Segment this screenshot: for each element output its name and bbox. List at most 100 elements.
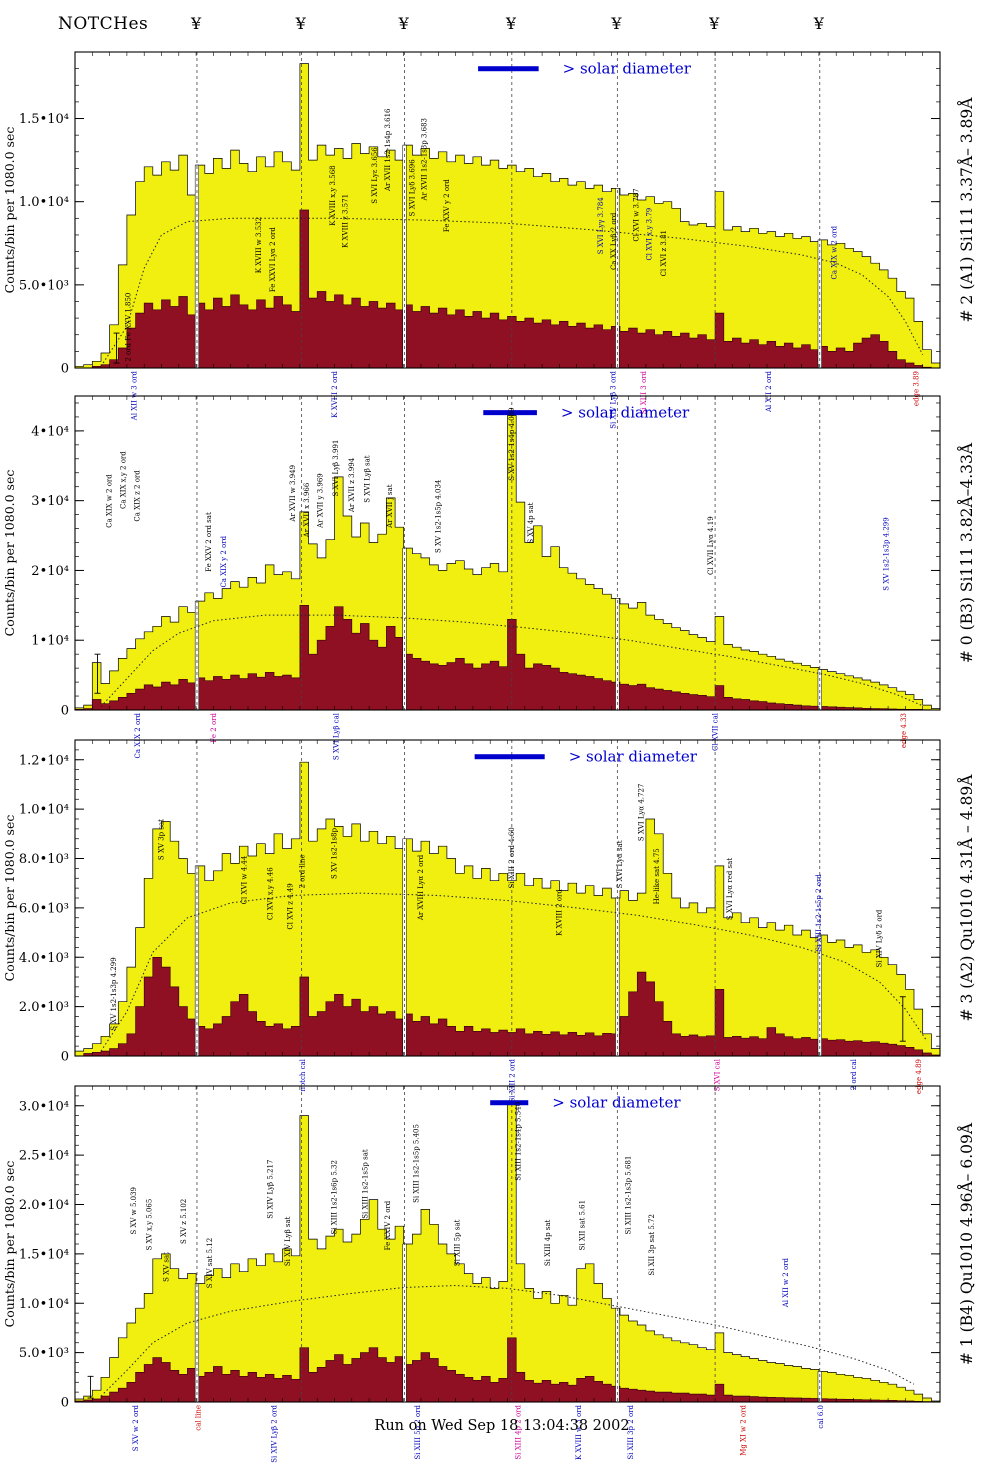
line-label: Ar XVII x 3.966: [303, 482, 311, 538]
line-label: Si XII sat 5.61: [579, 1200, 587, 1250]
line-label: S XV x,y 5.065: [145, 1199, 153, 1251]
line-label: Si XII 3p sat 5.72: [648, 1214, 656, 1276]
y-axis-label: Counts/bin per 1080.0 sec: [2, 127, 17, 294]
line-label: S XV 1s2-1s3p 4.299: [882, 517, 890, 590]
line-label: S XV sat: [163, 1252, 171, 1282]
line-label: Cl XVI z 3.81: [660, 230, 668, 276]
y-axis: 0 1•10⁴ 2•10⁴ 3•10⁴ 4•10⁴: [31, 396, 940, 719]
y-tick-label: 1.0•10⁴: [19, 1297, 69, 1312]
envelope-curve: [100, 614, 923, 707]
line-label: S XVI Lyα red sat: [726, 858, 734, 920]
notch-symbol: ¥: [398, 14, 409, 33]
below-axis-label: Ca XIX 2 ord: [134, 712, 142, 758]
solar-diameter-legend: > solar diameter: [474, 748, 698, 766]
background_counts-histogram: [75, 956, 941, 1057]
below-axis-label: K XVIII 2 ord: [331, 370, 339, 417]
y-tick-label: 5.0•10³: [19, 278, 69, 293]
y-tick-label: 6.0•10³: [19, 901, 69, 916]
panel-title: # 1 (B4) Qu1010 4.96Å– 6.09Å: [958, 1122, 976, 1365]
line-label: Ca XIX y 2 ord: [220, 535, 228, 587]
below-axis-label: Si XIII 3p 2 ord: [627, 1404, 635, 1459]
solar-diameter-bar: [474, 754, 545, 760]
notch-symbol: ¥: [190, 14, 202, 33]
line-label: Fe XXV 2 ord sat: [205, 512, 213, 572]
notch-gap: [194, 1283, 200, 1403]
line-label: Fe XXVI Lyα 2 ord: [269, 227, 277, 293]
solar-diameter-bar: [490, 1100, 529, 1106]
y-tick-label: 4.0•10³: [19, 951, 69, 966]
below-axis-labels: Ca XIX 2 ord Fe 2 ord S XVI Lyβ cal Cl XVII…: [134, 712, 908, 760]
line-label: Ca XIX x,y 2 ord: [119, 451, 127, 509]
notch-symbol: ¥: [505, 14, 516, 33]
line-label: S XVI Lyγ 3.784: [597, 197, 605, 255]
y-axis-label: Counts/bin per 1080.0 sec: [2, 470, 17, 637]
y-tick-label: 1.2•10⁴: [19, 753, 69, 768]
panel-title: # 3 (A2) Qu1010 4.31Å – 4.89Å: [958, 774, 976, 1022]
line-label: S XV 1s2-1s8p: [331, 827, 339, 879]
line-label: He-like sat 4.75: [653, 848, 661, 904]
below-axis-label: K XVIII w 3 ord: [575, 1404, 583, 1459]
notch-symbol: ¥: [611, 14, 622, 33]
y-tick-label: 1.0•10⁴: [19, 195, 69, 210]
notch-gap: [194, 164, 200, 369]
line-label: S XV 1s2-1s4p 4.089: [508, 407, 516, 480]
line-label: K XVIII z 3.571: [342, 194, 350, 248]
below-axis-label: Fe 2 ord: [210, 712, 218, 742]
line-label: Si XIII 4p sat: [544, 1219, 552, 1266]
below-axis-label: Si XIII 2 ord: [508, 1058, 516, 1102]
panel-1: 0 5.0•10³ 1.0•10⁴ 1.5•10⁴ > solar diameter 2 …: [2, 51, 976, 429]
envelope-curve: [100, 217, 924, 367]
line-label: K XVIII 2 ord: [555, 889, 563, 936]
line-label: K XVIII x,y 3.568: [329, 165, 337, 225]
solar-diameter-legend: > solar diameter: [478, 60, 692, 78]
line-label: Ar XVII 1s2-1s4p 3.616: [384, 108, 392, 192]
y-tick-label: 1.5•10⁴: [19, 112, 69, 127]
envelope-curve: [100, 892, 928, 1052]
y-tick-label: 0: [61, 1050, 69, 1065]
panel-3: 0 2.0•10³ 4.0•10³ 6.0•10³ 8.0•10³ 1.0•10⁴ 1.2•…: [2, 739, 976, 1102]
line-label: Si XIII 1s2-1s5p 2 ord: [815, 874, 823, 952]
y-axis-label: Counts/bin per 1080.0 sec: [2, 815, 17, 982]
line-label: 2 ord line: [298, 854, 306, 888]
y-tick-label: 1.5•10⁴: [19, 1247, 69, 1262]
line-label: S XV z 5.102: [180, 1199, 188, 1244]
y-tick-label: 0: [61, 362, 69, 377]
line-labels: S XV 1s2-1s3p 4.299 S XV 3p sat Cl XVI w 4…: [110, 784, 884, 1031]
line-label: Ar XVII y 3.969: [317, 473, 325, 529]
line-label: Cl XVII Lyα 4.19: [707, 516, 715, 575]
line-label: Ar XVII j sat: [386, 484, 394, 529]
line-label: Fe XXV y 2 ord: [443, 179, 451, 233]
y-tick-label: 3•10⁴: [31, 494, 69, 509]
line-labels: 2 ord Fe XXV 1.850 K XVIII w 3.532 Fe XXVI…: [125, 108, 839, 362]
below-axis-label: Si XIV Lyβ 3 ord: [610, 370, 618, 428]
line-label: Si XIII 1s2-1s5p sat: [362, 1149, 370, 1219]
line-label: Si XIV Lyδ 2 ord: [875, 909, 883, 967]
y-tick-label: 2•10⁴: [31, 564, 69, 579]
y-tick-label: 1.0•10⁴: [19, 803, 69, 818]
line-label: Si XIV Lyβ sat: [284, 1216, 292, 1266]
below-axis-label: cal line: [194, 1405, 202, 1431]
line-label: Si XIII 5p sat: [453, 1219, 461, 1266]
notch-symbol: ¥: [295, 14, 306, 33]
below-axis-label: Si XIV Lyβ 2 ord: [270, 1404, 278, 1462]
line-label: Ca XX Lyβ 2 ord: [610, 212, 618, 270]
y-tick-label: 5.0•10³: [19, 1346, 69, 1361]
y-tick-label: 0: [61, 1396, 69, 1411]
below-axis-label: edge 4.89: [915, 1059, 923, 1094]
below-axis-label: Cl XVII cal: [712, 712, 720, 751]
line-label: Ca XIX w 2 ord: [830, 225, 838, 279]
y-axis-label: Counts/bin per 1080.0 sec: [2, 1161, 17, 1328]
y-axis: 0 5.0•10³ 1.0•10⁴ 1.5•10⁴ 2.0•10⁴ 2.5•10⁴ 3.0•…: [19, 1085, 940, 1411]
panel-title: # 2 (A1) Si111 3.37Å– 3.89Å: [958, 97, 976, 323]
total_counts-histogram: [74, 63, 941, 369]
below-axis-label: 2 ord cal: [850, 1058, 858, 1090]
notch-symbol: ¥: [813, 14, 824, 33]
notch-gap: [194, 865, 200, 1057]
run-timestamp: Run on Wed Sep 18 13:04:38 2002: [374, 1418, 630, 1434]
line-label: Si XIII 1s2-1s3p 5.681: [625, 1156, 633, 1235]
line-label: Ca XIX w 2 ord: [106, 474, 114, 528]
solar-diameter-legend: > solar diameter: [483, 404, 690, 422]
line-label: Cl XVI x,y 3.79: [645, 208, 653, 261]
line-label: S XVI Lyα sat: [616, 840, 624, 888]
line-label: Si XIII 1s2-1s4p 5.540: [515, 1102, 523, 1181]
